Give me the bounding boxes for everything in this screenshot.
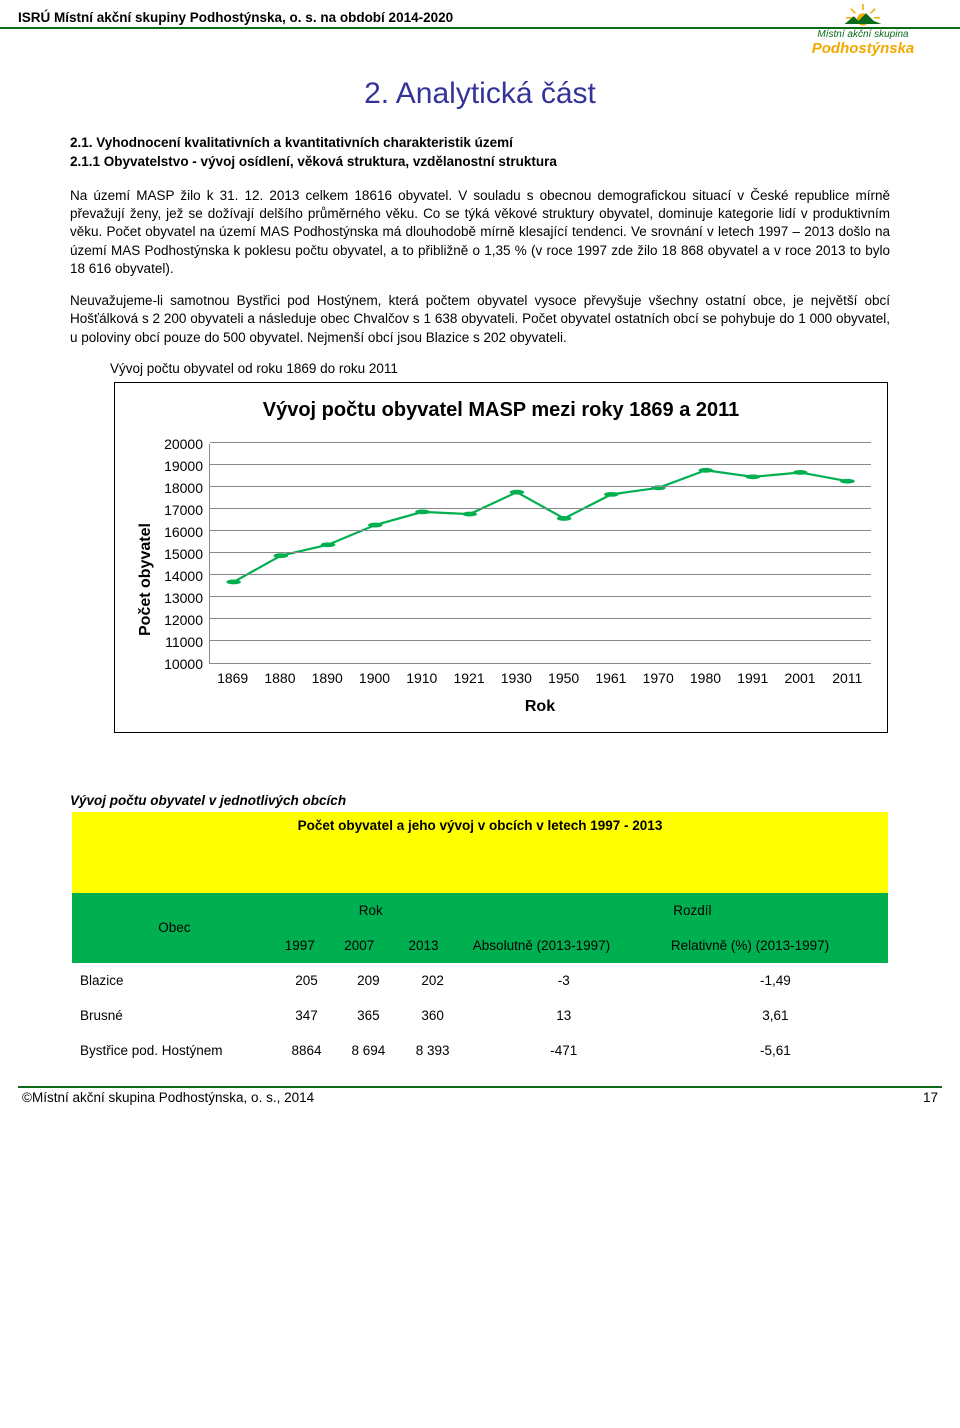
table-title-band: Počet obyvatel a jeho vývoj v obcích v l…	[72, 812, 888, 893]
chart-gridline	[210, 486, 871, 487]
cell-obec: Blazice	[72, 963, 277, 998]
cell-rel: 3,61	[663, 998, 888, 1033]
cell-y2007: 209	[336, 963, 400, 998]
col-1997: 1997	[277, 928, 336, 963]
logo-line2: Podhostýnska	[778, 40, 948, 57]
chart-xlabel: Rok	[209, 698, 871, 716]
chart-ytick: 13000	[164, 590, 203, 606]
paragraph-2: Neuvažujeme-li samotnou Bystřici pod Hos…	[70, 292, 890, 347]
cell-y2013: 360	[401, 998, 465, 1033]
section-2-1-heading: 2.1. Vyhodnocení kvalitativních a kvanti…	[70, 135, 890, 150]
chart-xtick: 1970	[635, 670, 682, 686]
chart-xtick: 1890	[304, 670, 351, 686]
cell-rel: -1,49	[663, 963, 888, 998]
col-obec: Obec	[72, 893, 277, 963]
cell-y1997: 347	[277, 998, 336, 1033]
chart-xtick: 1880	[256, 670, 303, 686]
chart-gridline	[210, 596, 871, 597]
chart-gridline	[210, 618, 871, 619]
chart-gridline	[210, 508, 871, 509]
col-2007: 2007	[336, 928, 400, 963]
cell-y2007: 8 694	[336, 1033, 400, 1068]
chart-ytick: 16000	[164, 524, 203, 540]
chart-ytick: 12000	[164, 612, 203, 628]
logo: Místní akční skupina Podhostýnska	[778, 2, 948, 57]
chart-xtick: 1930	[493, 670, 540, 686]
population-table: Obec Rok Rozdíl 1997 2007 2013 Absolutně…	[72, 893, 888, 1068]
chart-ylabel: Počet obyvatel	[131, 444, 155, 716]
col-abs: Absolutně (2013-1997)	[465, 928, 663, 963]
cell-abs: -471	[465, 1033, 663, 1068]
chart-ytick: 14000	[164, 568, 203, 584]
chart-xtick: 1991	[729, 670, 776, 686]
document-header-title: ISRÚ Místní akční skupiny Podhostýnska, …	[18, 10, 453, 25]
chart-xtick: 1980	[682, 670, 729, 686]
chart-gridline	[210, 530, 871, 531]
chart-ytick: 15000	[164, 546, 203, 562]
chart-ytick: 11000	[165, 634, 203, 650]
table-row: Blazice205209202-3-1,49	[72, 963, 888, 998]
col-rozdil: Rozdíl	[465, 893, 888, 928]
chart-gridline	[210, 574, 871, 575]
cell-y2007: 365	[336, 998, 400, 1033]
cell-y2013: 8 393	[401, 1033, 465, 1068]
footer: ©Místní akční skupina Podhostýnska, o. s…	[18, 1086, 942, 1117]
page-title: 2. Analytická část	[70, 77, 890, 111]
logo-line1: Místní akční skupina	[778, 29, 948, 40]
chart-plot: 1000011000120001300014000150001600017000…	[155, 444, 871, 664]
chart-xtick: 2001	[776, 670, 823, 686]
chart-ytick: 17000	[164, 502, 203, 518]
table-row: Bystřice pod. Hostýnem88648 6948 393-471…	[72, 1033, 888, 1068]
cell-rel: -5,61	[663, 1033, 888, 1068]
chart-ytick: 20000	[164, 436, 203, 452]
table-row: Brusné347365360133,61	[72, 998, 888, 1033]
col-rel: Relativně (%) (2013-1997)	[663, 928, 888, 963]
cell-obec: Brusné	[72, 998, 277, 1033]
chart-container: Vývoj počtu obyvatel MASP mezi roky 1869…	[114, 382, 888, 733]
section-municipality-title: Vývoj počtu obyvatel v jednotlivých obcí…	[70, 793, 890, 808]
chart-ytick: 19000	[164, 458, 203, 474]
chart-ytick: 18000	[164, 480, 203, 496]
chart-gridline	[210, 640, 871, 641]
cell-abs: -3	[465, 963, 663, 998]
footer-page-number: 17	[923, 1090, 938, 1105]
chart-xtick: 1950	[540, 670, 587, 686]
chart-gridline	[210, 464, 871, 465]
chart-gridline	[210, 552, 871, 553]
chart-xtick: 1961	[587, 670, 634, 686]
cell-y1997: 8864	[277, 1033, 336, 1068]
chart-caption: Vývoj počtu obyvatel od roku 1869 do rok…	[110, 361, 890, 376]
cell-abs: 13	[465, 998, 663, 1033]
footer-copyright: ©Místní akční skupina Podhostýnska, o. s…	[22, 1090, 314, 1105]
chart-xtick: 2011	[824, 670, 871, 686]
cell-y1997: 205	[277, 963, 336, 998]
chart-ytick: 10000	[164, 656, 203, 672]
chart-xtick: 1869	[209, 670, 256, 686]
cell-y2013: 202	[401, 963, 465, 998]
paragraph-1: Na území MASP žilo k 31. 12. 2013 celkem…	[70, 187, 890, 278]
chart-gridline	[210, 442, 871, 443]
chart-xtick: 1900	[351, 670, 398, 686]
section-2-1-1-heading: 2.1.1 Obyvatelstvo - vývoj osídlení, věk…	[70, 154, 890, 169]
chart-title: Vývoj počtu obyvatel MASP mezi roky 1869…	[131, 399, 871, 422]
chart-xtick: 1910	[398, 670, 445, 686]
chart-xtick: 1921	[445, 670, 492, 686]
col-rok: Rok	[277, 893, 465, 928]
col-2013: 2013	[401, 928, 465, 963]
cell-obec: Bystřice pod. Hostýnem	[72, 1033, 277, 1068]
